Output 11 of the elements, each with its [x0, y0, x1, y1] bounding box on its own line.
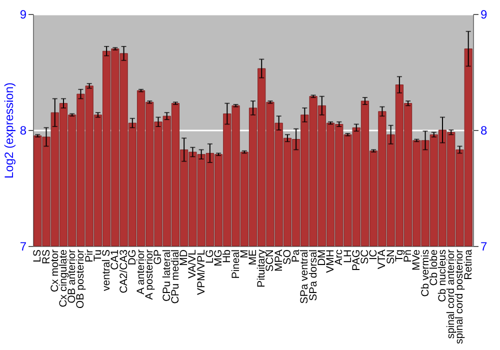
y-tick-label: 7 [20, 240, 27, 254]
y2-tick-label: 7 [480, 240, 488, 254]
x-tick-label: Retina [462, 249, 474, 280]
y-tick-label: 8 [20, 124, 27, 138]
y-axis-title: Log2 (expression) [2, 82, 16, 179]
x-tick-label: RS [40, 250, 52, 264]
y2-tick-label: 8 [480, 124, 488, 138]
y-tick-label: 9 [20, 8, 27, 22]
x-tick-label: DG [126, 250, 138, 266]
x-tick-label: Tg [393, 249, 406, 262]
y2-tick-label: 9 [480, 8, 488, 22]
